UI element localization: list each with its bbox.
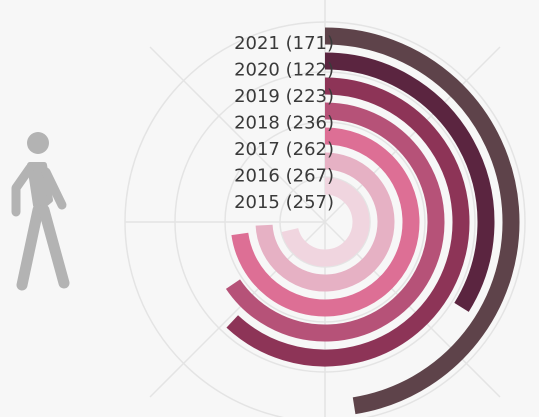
bar-label: 2017 (262): [234, 139, 334, 160]
bar-label: 2016 (267): [234, 166, 334, 187]
bar-label: 2021 (171): [234, 33, 334, 54]
bar-label: 2018 (236): [234, 113, 334, 134]
radial-bar: [225, 102, 445, 342]
bar-label: 2015 (257): [234, 192, 334, 213]
bar-label: 2019 (223): [234, 86, 334, 107]
radial-bar: [281, 177, 370, 267]
radial-bar: [324, 27, 520, 415]
radial-bar: [231, 127, 420, 317]
radial-bar: [324, 52, 495, 312]
radial-bar: [255, 152, 395, 292]
person-icon: [11, 132, 70, 291]
bar-label: 2020 (122): [234, 60, 334, 81]
radial-bar: [226, 77, 470, 367]
